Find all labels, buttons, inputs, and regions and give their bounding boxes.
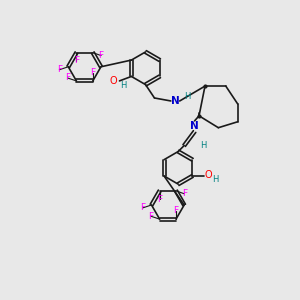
Text: F: F: [173, 206, 178, 215]
Text: N: N: [190, 121, 199, 131]
Text: O: O: [205, 169, 212, 179]
Text: H: H: [120, 81, 127, 90]
Text: F: F: [157, 195, 162, 204]
Text: F: F: [98, 51, 104, 60]
Text: F: F: [182, 189, 187, 198]
Text: H: H: [184, 92, 190, 101]
Text: F: F: [65, 74, 70, 82]
Text: N: N: [171, 96, 180, 106]
Text: F: F: [148, 212, 153, 221]
Text: H: H: [212, 175, 218, 184]
Text: F: F: [140, 203, 145, 212]
Text: H: H: [200, 141, 206, 150]
Text: F: F: [74, 56, 79, 65]
Text: F: F: [90, 68, 95, 77]
Text: F: F: [57, 65, 62, 74]
Text: O: O: [109, 76, 117, 86]
